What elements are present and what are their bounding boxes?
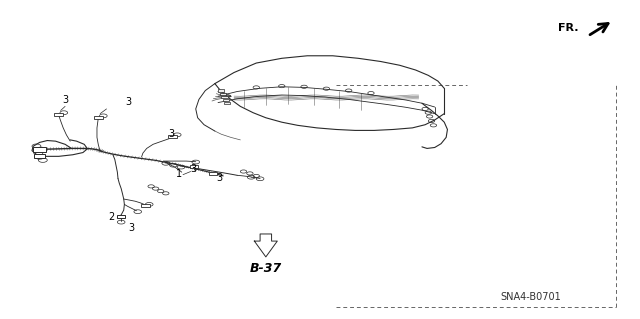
Text: 3: 3 (168, 129, 175, 138)
Bar (54, 113, 63, 116)
Text: 3: 3 (62, 95, 68, 105)
Text: 2: 2 (108, 212, 114, 222)
Text: 3: 3 (217, 173, 223, 183)
Text: 3: 3 (190, 164, 196, 174)
Bar (34, 154, 45, 159)
Bar (33, 147, 46, 152)
Bar (141, 204, 150, 207)
Text: B-37: B-37 (250, 262, 282, 275)
Bar (168, 135, 177, 138)
Bar (218, 89, 225, 92)
Bar (189, 165, 198, 168)
Bar (117, 214, 125, 218)
Bar (209, 172, 217, 175)
Text: 3: 3 (128, 223, 134, 234)
Text: FR.: FR. (557, 23, 578, 33)
Text: 1: 1 (175, 169, 182, 179)
Bar (221, 96, 228, 98)
Bar (220, 93, 227, 95)
Bar (223, 99, 229, 101)
Text: 3: 3 (126, 97, 132, 107)
Bar (94, 116, 102, 119)
Bar (224, 102, 230, 104)
Text: SNA4-B0701: SNA4-B0701 (500, 292, 561, 302)
